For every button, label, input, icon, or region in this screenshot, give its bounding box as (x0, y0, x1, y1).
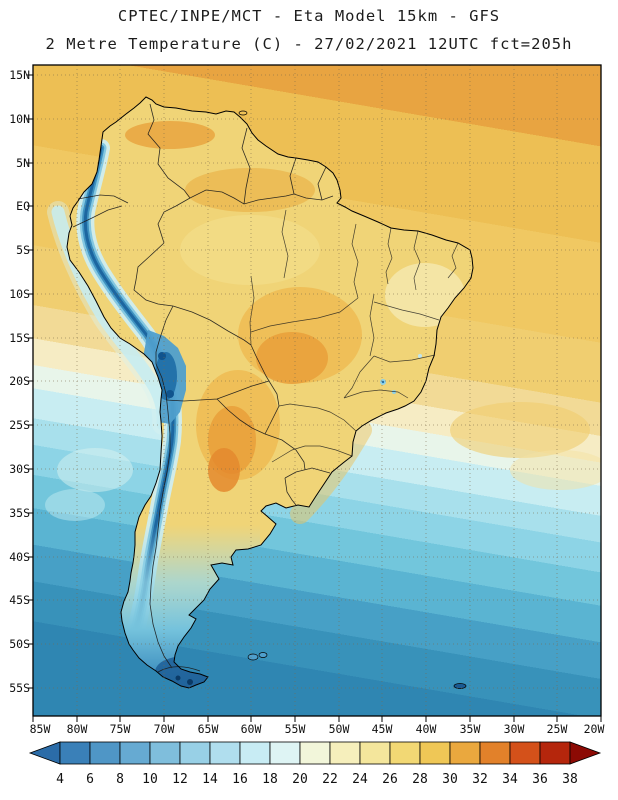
lat-label: 45S (9, 593, 30, 607)
colorbar-tick-label: 38 (562, 772, 578, 787)
lon-label: 35W (460, 722, 481, 736)
colorbar-segment (179, 741, 211, 765)
brazil-state-borders (249, 209, 459, 463)
falkland-east-island (258, 652, 268, 658)
map-frame (32, 64, 602, 717)
colorbar-tick-label: 32 (472, 772, 488, 787)
lat-label: 15S (9, 331, 30, 345)
colorbar-tick-label: 6 (86, 772, 94, 787)
colorbar-right-arrow (569, 741, 602, 765)
south-georgia-island (453, 683, 467, 689)
central-brazil-hot-core (256, 332, 328, 384)
colorbar-segment (329, 741, 361, 765)
lat-label: 5S (16, 243, 30, 257)
colorbar-segment (149, 741, 181, 765)
tierra-del-fuego-coldest (187, 679, 193, 685)
argentina-hot-core (208, 448, 240, 492)
lat-label: EQ (16, 199, 30, 213)
north-coast-warm-patch (125, 121, 215, 149)
title-line-2: 2 Metre Temperature (C) - 27/02/2021 12U… (46, 35, 573, 53)
lat-label: 20S (9, 374, 30, 388)
lat-label: 35S (9, 506, 30, 520)
colorbar-tick-label: 36 (532, 772, 548, 787)
colorbar-segment (509, 741, 541, 765)
colorbar-tick-label: 10 (142, 772, 158, 787)
lon-label: 80W (67, 722, 88, 736)
lon-label: 65W (198, 722, 219, 736)
longitude-axis: 85W 80W 75W 70W 65W 60W 55W 50W 45W 40W … (30, 722, 605, 736)
lat-label: 30S (9, 462, 30, 476)
colorbar-tick-label: 30 (442, 772, 458, 787)
colorbar-segment (299, 741, 331, 765)
colorbar-segment (119, 741, 151, 765)
islands (238, 110, 467, 689)
atlantic-warm-bulge (450, 402, 590, 458)
altiplano-cold-spot (158, 352, 166, 360)
serra-cold-speck-3 (418, 354, 422, 358)
colorbar-tick-label: 14 (202, 772, 218, 787)
axis-ticks (27, 74, 602, 722)
colorbar-labels: 4 6 8 10 12 14 16 18 20 22 24 26 28 30 3… (56, 772, 578, 787)
lon-label: 55W (285, 722, 306, 736)
colorbar-segment (479, 741, 511, 765)
colorbar-tick-label: 16 (232, 772, 248, 787)
colorbar-tick-label: 18 (262, 772, 278, 787)
trinidad-island (238, 110, 248, 116)
lat-label: 40S (9, 550, 30, 564)
lat-label: 50S (9, 637, 30, 651)
temperature-colorbar (28, 741, 602, 765)
falkland-west-island (247, 653, 259, 661)
colorbar-left-arrow (28, 741, 61, 765)
graticule-grid (33, 65, 601, 716)
colorbar-segment (239, 741, 271, 765)
colorbar-segment (89, 741, 121, 765)
colorbar-segment (389, 741, 421, 765)
altiplano-cold-spot-2 (166, 390, 174, 398)
lon-label: 50W (329, 722, 350, 736)
lon-label: 70W (154, 722, 175, 736)
lat-label: 25S (9, 418, 30, 432)
colorbar-tick-label: 12 (172, 772, 188, 787)
colorbar-segment (539, 741, 571, 765)
colorbar-segment (59, 741, 91, 765)
title-line-1: CPTEC/INPE/MCT - Eta Model 15km - GFS (118, 7, 500, 25)
lat-label: 15N (9, 68, 30, 82)
map-plot-area (33, 65, 601, 716)
guiana-warm-patch (185, 168, 315, 212)
colorbar-tick-label: 22 (322, 772, 338, 787)
colorbar-segment (449, 741, 481, 765)
colorbar-tick-label: 34 (502, 772, 518, 787)
colorbar-tick-label: 20 (292, 772, 308, 787)
parallel-lines (33, 74, 601, 689)
lat-label: 55S (9, 681, 30, 695)
lon-label: 85W (30, 722, 51, 736)
lon-label: 25W (547, 722, 568, 736)
pacific-cold-blob-2 (45, 489, 105, 521)
colorbar-tick-label: 28 (412, 772, 428, 787)
pacific-cold-blob (57, 448, 133, 492)
lat-label: 5N (16, 156, 30, 170)
lon-label: 45W (372, 722, 393, 736)
colorbar-segment (269, 741, 301, 765)
lon-label: 60W (241, 722, 262, 736)
colorbar-tick-label: 8 (116, 772, 124, 787)
lat-label: 10N (9, 112, 30, 126)
lon-label: 40W (416, 722, 437, 736)
colorbar-tick-label: 26 (382, 772, 398, 787)
tierra-del-fuego-coldest-2 (175, 675, 181, 681)
lat-label: 10S (9, 287, 30, 301)
atlantic-warm-bulge-2 (510, 450, 601, 490)
colorbar-segment (359, 741, 391, 765)
lon-label: 20W (584, 722, 605, 736)
colorbar-tick-label: 24 (352, 772, 368, 787)
colorbar-segment (419, 741, 451, 765)
lon-label: 30W (504, 722, 525, 736)
colorbar-tick-label: 4 (56, 772, 64, 787)
latitude-axis: 15N 10N 5N EQ 5S 10S 15S 20S 25S 30S 35S… (9, 68, 30, 695)
colorbar-segment (209, 741, 241, 765)
lon-label: 75W (110, 722, 131, 736)
serra-cold-speck-2 (392, 390, 396, 394)
